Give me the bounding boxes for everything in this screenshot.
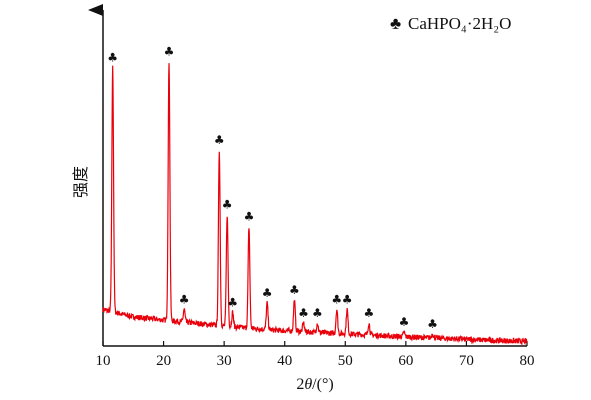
series-line xyxy=(102,63,528,346)
peak-marker: ♣ xyxy=(214,133,225,147)
peak-marker: ♣ xyxy=(312,306,323,320)
peak-marker: ♣ xyxy=(107,51,118,65)
peak-marker: ♣ xyxy=(179,292,190,306)
legend-symbol: ♣ xyxy=(390,14,401,33)
peak-marker: ♣ xyxy=(331,292,342,306)
peak-marker: ♣ xyxy=(222,197,233,211)
x-tick-label: 50 xyxy=(338,353,353,369)
peak-marker: ♣ xyxy=(227,295,238,309)
x-tick-label: 30 xyxy=(217,353,232,369)
x-axis-title: 2θ/(°) xyxy=(296,376,333,393)
peak-marker: ♣ xyxy=(298,306,309,320)
x-tick-label: 20 xyxy=(156,353,171,369)
x-tick-label: 80 xyxy=(520,353,535,369)
y-axis-title: 强度 xyxy=(72,166,90,198)
peak-marker: ♣ xyxy=(164,44,175,58)
x-axis-title-unit: /(°) xyxy=(312,376,334,393)
x-axis-title-theta: θ xyxy=(304,376,312,393)
peak-marker: ♣ xyxy=(342,292,353,306)
x-ticks: 10 20 30 40 50 60 70 80 xyxy=(96,341,535,369)
peak-marker: ♣ xyxy=(244,210,255,224)
peak-marker: ♣ xyxy=(399,315,410,329)
peak-marker: ♣ xyxy=(364,306,375,320)
x-tick-label: 10 xyxy=(96,353,111,369)
x-tick-label: 70 xyxy=(459,353,474,369)
peak-marker: ♣ xyxy=(262,286,273,300)
legend-label: CaHPO₄·2H₂O xyxy=(408,14,511,33)
peak-marker: ♣ xyxy=(427,317,438,331)
peak-markers: ♣ ♣♣♣♣♣♣♣ ♣♣ ♣♣ ♣♣♣ ♣ xyxy=(107,44,438,330)
x-tick-label: 60 xyxy=(398,353,413,369)
x-axis-title-main: 2 xyxy=(296,376,304,393)
peak-marker: ♣ xyxy=(289,283,300,297)
x-tick-label: 40 xyxy=(277,353,292,369)
legend: ♣ CaHPO₄·2H₂O xyxy=(390,14,511,33)
